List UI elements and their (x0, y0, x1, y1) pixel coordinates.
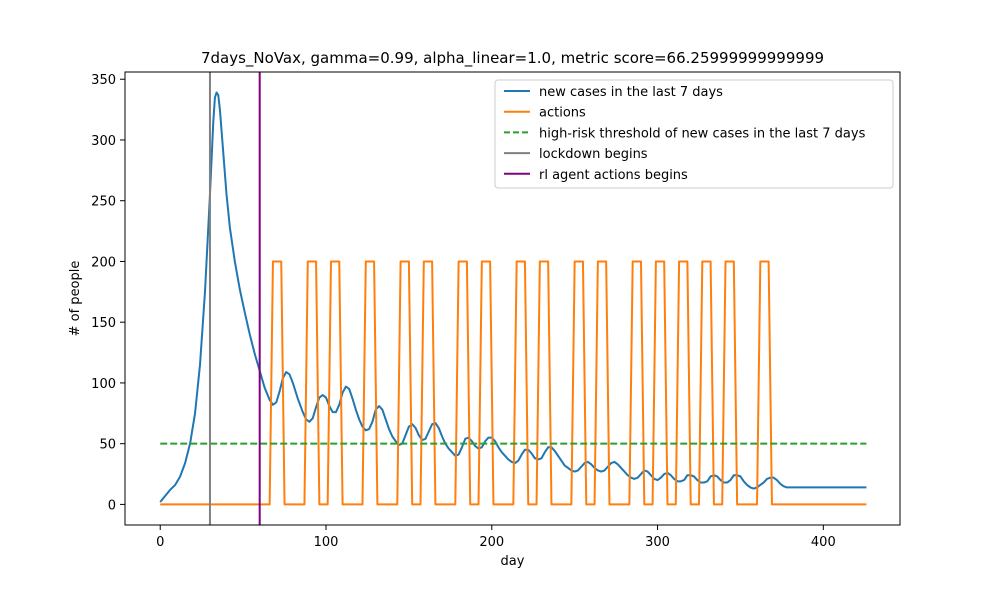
series-layer (159, 72, 867, 525)
legend-box (494, 79, 894, 189)
y-tick-label: 200 (91, 255, 116, 270)
legend-label-1: new cases in the last 7 days (539, 85, 723, 100)
x-tick-label: 200 (479, 535, 504, 550)
x-tick-label: 300 (645, 535, 670, 550)
x-tick-label: 100 (314, 535, 339, 550)
x-tick-label: 400 (811, 535, 836, 550)
y-axis-label: # of people (68, 261, 83, 337)
legend-label-2: actions (539, 106, 586, 121)
y-tick-label: 50 (99, 438, 116, 453)
legend-label-3: high-risk threshold of new cases in the … (539, 126, 866, 141)
x-axis-label: day (501, 554, 525, 569)
y-tick-label: 300 (91, 134, 116, 149)
x-tick-label: 0 (156, 535, 164, 550)
y-tick-label: 150 (91, 316, 116, 331)
plot-border (124, 71, 901, 526)
chart-title: 7days_NoVax, gamma=0.99, alpha_linear=1.… (201, 49, 824, 68)
series-2-line (160, 260, 867, 506)
y-tick-label: 250 (91, 195, 116, 210)
legend: new cases in the last 7 days actions high-… (494, 79, 894, 189)
legend-label-4: lockdown begins (539, 147, 648, 162)
y-tick-label: 100 (91, 377, 116, 392)
y-tick-label: 350 (91, 73, 116, 88)
y-tick-label: 0 (108, 498, 116, 513)
y-axis: 0 50 100 150 200 250 300 350 (91, 73, 125, 513)
legend-label-5: rl agent actions begins (539, 168, 688, 183)
x-axis: 0 100 200 300 400 (156, 525, 836, 550)
